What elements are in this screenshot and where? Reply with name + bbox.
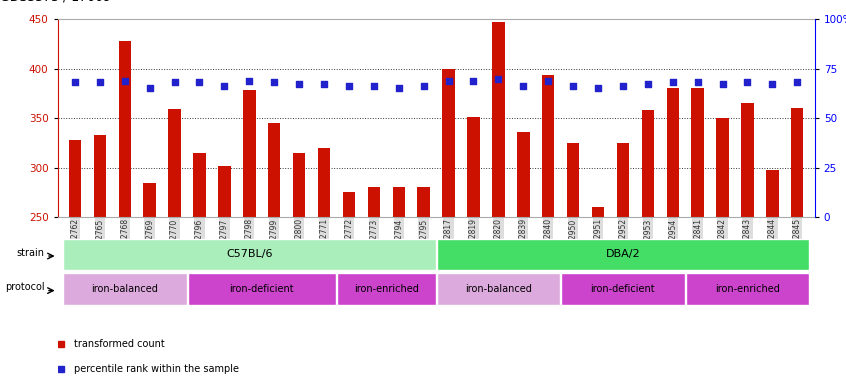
Bar [691, 88, 704, 217]
Point [143, 85, 157, 91]
Point [591, 85, 605, 91]
Point [267, 79, 281, 86]
Bar [63, 239, 436, 270]
Bar [343, 192, 355, 217]
Bar [393, 187, 405, 217]
Point [417, 83, 431, 89]
Bar [417, 187, 430, 217]
Bar [293, 153, 305, 217]
Bar [437, 239, 810, 270]
Point [517, 83, 530, 89]
Text: iron-deficient: iron-deficient [229, 284, 294, 294]
Point [392, 85, 405, 91]
Text: DBA/2: DBA/2 [606, 249, 640, 260]
Point [616, 83, 629, 89]
Point [566, 83, 580, 89]
Text: iron-enriched: iron-enriched [715, 284, 780, 294]
Bar [168, 109, 181, 217]
Point [467, 78, 481, 84]
Bar [63, 273, 187, 305]
Point [367, 83, 381, 89]
Bar [492, 22, 504, 217]
Point [666, 79, 679, 86]
Point [317, 81, 331, 88]
Point [243, 78, 256, 84]
Bar [437, 273, 560, 305]
Bar [766, 170, 778, 217]
Point [716, 81, 729, 88]
Bar [517, 132, 530, 217]
Point [691, 79, 705, 86]
Point [790, 79, 804, 86]
Bar [337, 273, 436, 305]
Bar [641, 110, 654, 217]
Bar [542, 74, 554, 217]
Point [766, 81, 779, 88]
Bar [144, 183, 156, 217]
Bar [193, 153, 206, 217]
Point [293, 81, 306, 88]
Point [641, 81, 655, 88]
Text: transformed count: transformed count [74, 339, 165, 349]
Text: iron-deficient: iron-deficient [591, 284, 656, 294]
Bar [717, 118, 728, 217]
Bar [685, 273, 810, 305]
Bar [94, 135, 106, 217]
Point [168, 79, 181, 86]
Point [442, 78, 455, 84]
Point [93, 79, 107, 86]
Bar [268, 123, 280, 217]
Bar [188, 273, 336, 305]
Bar [442, 69, 455, 217]
Point [492, 76, 505, 82]
Text: protocol: protocol [5, 282, 45, 292]
Text: iron-balanced: iron-balanced [91, 284, 158, 294]
Text: iron-enriched: iron-enriched [354, 284, 419, 294]
Text: strain: strain [17, 248, 45, 258]
Bar [218, 166, 231, 217]
Bar [592, 207, 604, 217]
Text: C57BL/6: C57BL/6 [226, 249, 272, 260]
Point [217, 83, 231, 89]
Bar [667, 88, 679, 217]
Point [193, 79, 206, 86]
Bar [617, 143, 629, 217]
Bar [567, 143, 580, 217]
Bar [69, 140, 81, 217]
Bar [318, 148, 330, 217]
Point [69, 79, 82, 86]
Bar [791, 108, 804, 217]
Point [541, 78, 555, 84]
Bar [368, 187, 380, 217]
Bar [118, 41, 131, 217]
Bar [243, 90, 255, 217]
Bar [467, 117, 480, 217]
Point [118, 78, 131, 84]
Point [342, 83, 355, 89]
Point [741, 79, 755, 86]
Text: GDS3373 / 17009: GDS3373 / 17009 [0, 0, 111, 3]
Text: percentile rank within the sample: percentile rank within the sample [74, 364, 239, 374]
Text: iron-balanced: iron-balanced [465, 284, 532, 294]
Bar [741, 103, 754, 217]
Bar [561, 273, 684, 305]
